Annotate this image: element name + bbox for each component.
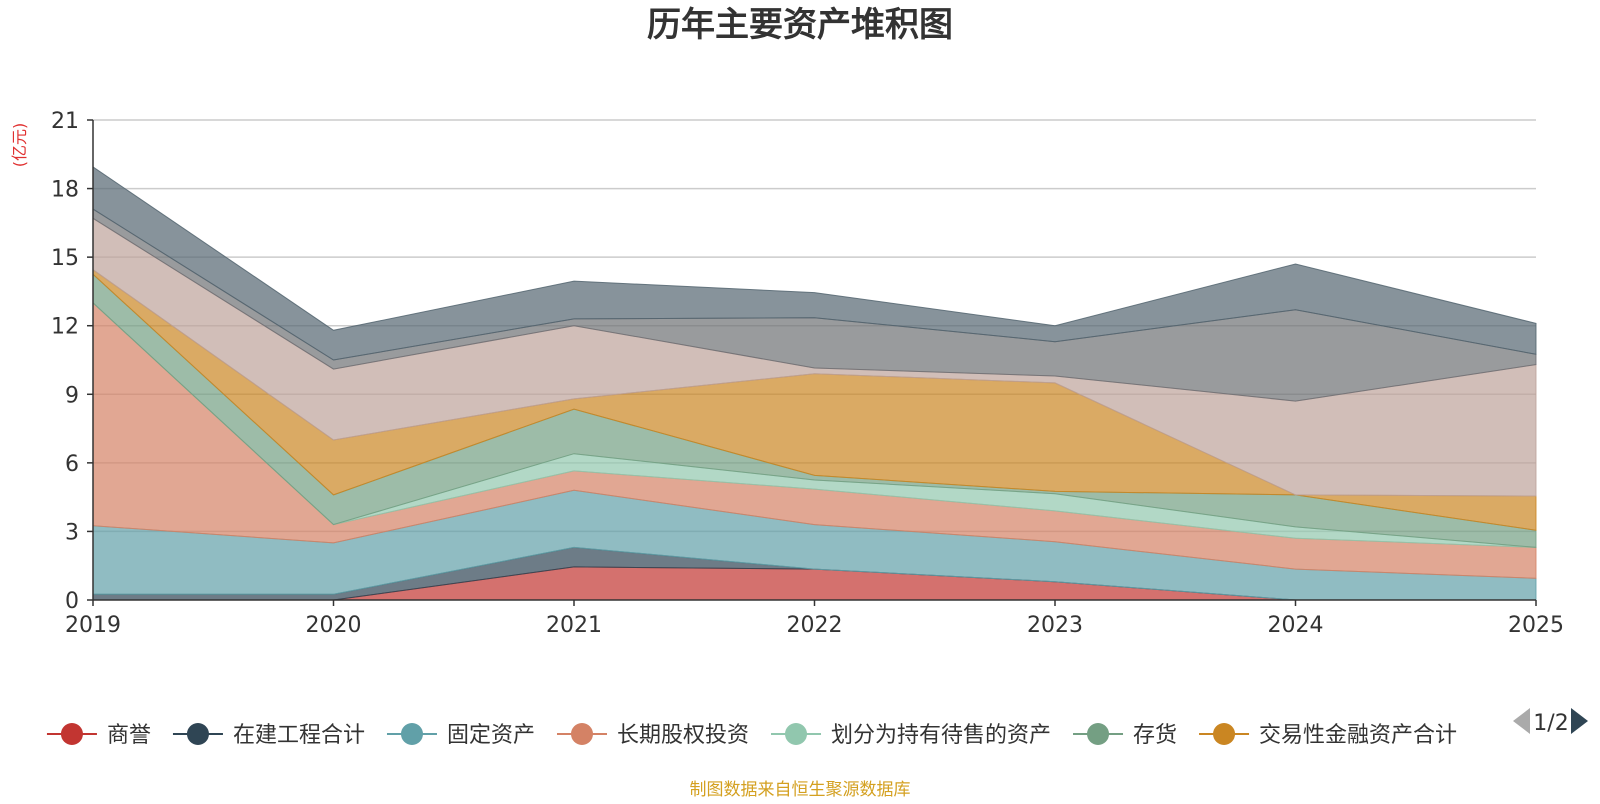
legend-item[interactable]: 固定资产	[386, 723, 535, 748]
legend: 商誉 在建工程合计 固定资产 长期股权投资 划分为持有待售的资产 存货 交易性金融资产合计	[46, 723, 1457, 748]
legend-item[interactable]: 划分为持有待售的资产	[771, 723, 1051, 748]
legend-item[interactable]: 交易性金融资产合计	[1199, 723, 1457, 748]
y-tick-label: 6	[65, 452, 79, 477]
legend-item[interactable]: 在建工程合计	[172, 723, 365, 748]
legend-label: 划分为持有待售的资产	[831, 723, 1051, 748]
area-series-10[interactable]	[92, 165, 1537, 361]
y-tick-label: 18	[51, 178, 79, 203]
legend-marker-icon	[60, 723, 83, 745]
x-tick-label: 2024	[1268, 613, 1324, 638]
chart-title: 历年主要资产堆积图	[647, 5, 953, 45]
y-tick-label: 9	[65, 383, 79, 408]
x-tick-label: 2023	[1027, 613, 1083, 638]
legend-label: 固定资产	[447, 723, 535, 748]
legend-marker-icon	[1087, 723, 1110, 745]
x-tick-label: 2020	[306, 613, 362, 638]
legend-item[interactable]: 存货	[1073, 723, 1177, 748]
y-tick-label: 0	[65, 589, 79, 614]
y-tick-label: 3	[65, 520, 79, 545]
x-tick-label: 2025	[1508, 613, 1564, 638]
area-layer	[92, 165, 1537, 601]
y-axis-unit-label: (亿元)	[10, 123, 29, 168]
legend-label: 长期股权投资	[617, 723, 749, 748]
legend-label: 在建工程合计	[233, 723, 365, 748]
legend-next-page-icon[interactable]	[1571, 708, 1588, 734]
legend-marker-icon	[186, 723, 209, 745]
legend-pager: 1/2	[1513, 708, 1588, 736]
legend-item[interactable]: 商誉	[46, 723, 151, 748]
legend-marker-icon	[400, 723, 423, 745]
x-tick-label: 2019	[65, 613, 121, 638]
y-tick-label: 21	[51, 109, 79, 134]
legend-label: 商誉	[107, 723, 151, 748]
y-tick-label: 15	[51, 246, 79, 271]
axis-layer: 0 3 6 9 12 15 18 21 2019 2020 2021 2022 2023 2024 2025	[51, 109, 1564, 638]
legend-page-indicator: 1/2	[1533, 711, 1568, 736]
legend-marker-icon	[785, 723, 808, 745]
legend-item[interactable]: 长期股权投资	[556, 723, 749, 748]
legend-marker-icon	[570, 723, 593, 745]
legend-label: 存货	[1133, 723, 1177, 748]
legend-label: 交易性金融资产合计	[1259, 723, 1457, 748]
legend-prev-page-icon[interactable]	[1513, 708, 1530, 734]
legend-marker-icon	[1213, 723, 1236, 745]
y-tick-label: 12	[51, 315, 79, 340]
data-source-note: 制图数据来自恒生聚源数据库	[690, 780, 911, 800]
x-tick-label: 2022	[787, 613, 843, 638]
x-tick-label: 2021	[546, 613, 602, 638]
